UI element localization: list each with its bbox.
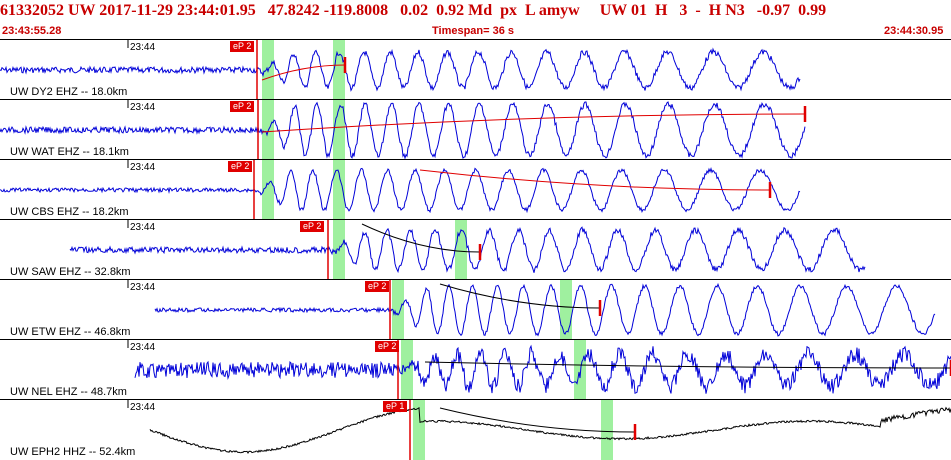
station-label: UW CBS EHZ -- 18.2km	[10, 206, 129, 218]
time-tick-label: 23:44	[130, 102, 156, 113]
time-tick-label: 23:44	[130, 282, 156, 293]
waveform-plot	[69, 220, 866, 280]
waveform-plot	[127, 280, 936, 340]
analysis-window	[413, 400, 425, 460]
station-label: UW ETW EHZ -- 46.8km	[10, 326, 131, 338]
trace-panel[interactable]: 23:44 eP 2 UW WAT EHZ -- 18.1km	[0, 99, 951, 160]
pick-tag[interactable]: eP 2	[300, 221, 325, 232]
time-tick-label: 23:44	[130, 162, 156, 173]
waveform-plot	[127, 340, 951, 400]
analysis-window	[392, 280, 404, 340]
trace-panel[interactable]: 23:44 eP 2 UW DY2 EHZ -- 18.0km	[0, 39, 951, 100]
coda-curve	[261, 113, 806, 133]
coda-curve	[361, 223, 481, 253]
analysis-window	[560, 280, 572, 340]
pick-tag[interactable]: eP 1	[383, 401, 408, 412]
seismic-trace	[154, 282, 936, 337]
time-tick-label: 23:44	[130, 402, 156, 413]
analysis-window	[601, 400, 613, 460]
seismic-trace	[0, 101, 806, 160]
time-tick-label: 23:44	[130, 222, 156, 233]
time-tick-label: 23:44	[130, 342, 156, 353]
start-time: 23:43:55.28	[2, 25, 62, 37]
end-time: 23:44:30.95	[884, 25, 944, 37]
waveform-plot	[127, 400, 951, 460]
pick-tag[interactable]: eP 2	[228, 161, 253, 172]
seismic-trace	[134, 344, 951, 394]
trace-panels: 23:44 eP 2 UW DY2 EHZ -- 18.0km 23:44 eP 2 UW…	[0, 39, 951, 460]
seismic-trace	[69, 226, 866, 274]
seismic-trace	[149, 406, 951, 454]
trace-panel[interactable]: 23:44 eP 2 UW NEL EHZ -- 48.7km	[0, 339, 951, 400]
station-label: UW EPH2 HHZ -- 52.4km	[10, 446, 136, 458]
coda-curve	[439, 283, 601, 309]
analysis-window	[401, 340, 413, 400]
analysis-window	[262, 160, 274, 220]
waveform-plot	[0, 100, 807, 160]
analysis-window	[333, 100, 345, 160]
station-label: UW SAW EHZ -- 32.8km	[10, 266, 131, 278]
station-label: UW DY2 EHZ -- 18.0km	[10, 86, 128, 98]
coda-curve	[439, 407, 636, 433]
station-label: UW WAT EHZ -- 18.1km	[10, 146, 129, 158]
analysis-window	[333, 40, 345, 100]
event-header: 61332052 UW 2017-11-29 23:44:01.95 47.82…	[0, 2, 827, 19]
seismic-trace	[0, 47, 801, 92]
analysis-window	[574, 340, 586, 400]
station-label: UW NEL EHZ -- 48.7km	[10, 386, 127, 398]
coda-curve	[261, 64, 346, 81]
trace-panel[interactable]: 23:44 eP 2 UW SAW EHZ -- 32.8km	[0, 219, 951, 280]
pick-tag[interactable]: eP 2	[365, 281, 390, 292]
pick-tag[interactable]: eP 2	[230, 41, 255, 52]
pick-tag[interactable]: eP 2	[230, 101, 255, 112]
coda-curve	[419, 169, 771, 191]
trace-panel[interactable]: 23:44 eP 2 UW CBS EHZ -- 18.2km	[0, 159, 951, 220]
coda-curve	[424, 361, 951, 369]
analysis-window	[455, 220, 467, 280]
time-tick-label: 23:44	[130, 42, 156, 53]
pick-tag[interactable]: eP 2	[375, 341, 400, 352]
waveform-plot	[0, 160, 801, 220]
analysis-window	[333, 160, 345, 220]
trace-panel[interactable]: 23:44 eP 2 UW ETW EHZ -- 46.8km	[0, 279, 951, 340]
trace-panel[interactable]: 23:44 eP 1 UW EPH2 HHZ -- 52.4km	[0, 399, 951, 460]
timespan: Timespan= 36 s	[432, 25, 515, 37]
waveform-plot	[0, 40, 801, 100]
seismic-trace	[0, 167, 801, 214]
